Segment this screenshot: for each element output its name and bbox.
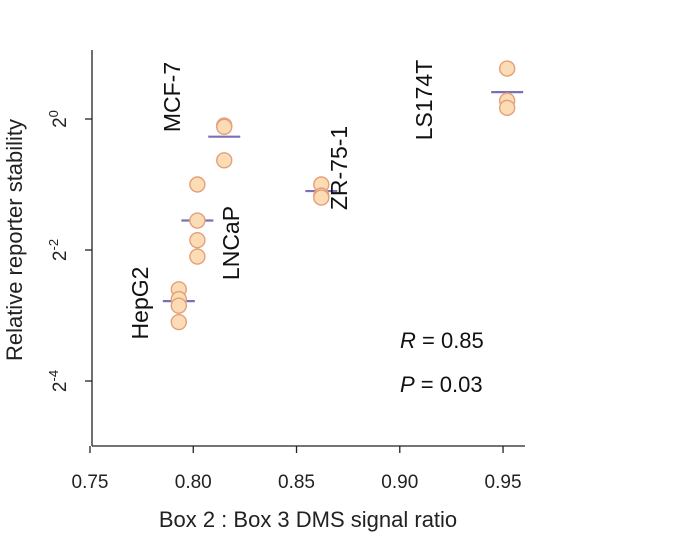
x-tick-label: 0.80 [175,472,212,493]
cell-line-label: HepG2 [127,267,153,340]
x-ticks: 0.75 0.80 0.85 0.90 0.95 [72,446,522,493]
data-point [313,189,330,206]
data-point [498,99,516,117]
data-point [189,248,206,265]
data-point [189,176,206,193]
x-axis-title: Box 2 : Box 3 DMS signal ratio [159,507,457,532]
data-points [170,60,516,331]
cell-line-label: LNCaP [218,206,244,280]
y-tick-label: 2-2 [46,239,71,261]
r-symbol: R [400,328,416,353]
data-point [216,118,233,136]
y-tick-exponent: -4 [46,370,61,382]
axes [91,50,525,447]
x-tick-label: 0.90 [381,472,418,493]
data-point [170,313,188,331]
y-tick-label: 20 [46,110,71,128]
data-point [216,152,233,169]
y-tick-base: 2 [50,117,71,128]
y-tick-base: 2 [50,250,71,261]
p-value: = 0.03 [415,372,483,397]
x-tick-label: 0.85 [278,472,315,493]
data-point [170,297,188,314]
cell-line-label: LS174T [411,60,437,141]
cell-line-label: ZR-75-1 [326,126,352,210]
y-ticks: 202-22-4 [46,110,92,392]
p-annotation: P = 0.03 [400,372,483,397]
p-symbol: P [400,372,415,397]
y-tick-exponent: -2 [46,239,61,251]
r-annotation: R = 0.85 [400,328,484,353]
data-point [498,60,516,77]
x-tick-label: 0.95 [485,472,522,493]
cell-line-label: MCF-7 [159,62,185,132]
y-tick-label: 2-4 [46,370,71,392]
data-point [189,212,206,229]
r-value: = 0.85 [416,328,484,353]
x-tick-label: 0.75 [72,472,109,493]
cell-line-labels: HepG2 LNCaP MCF-7 ZR-75-1 LS174T [127,60,437,340]
data-point [189,231,206,249]
y-axis-title: Relative reporter stability [2,119,27,361]
y-tick-exponent: 0 [46,110,61,117]
y-tick-base: 2 [50,381,71,392]
